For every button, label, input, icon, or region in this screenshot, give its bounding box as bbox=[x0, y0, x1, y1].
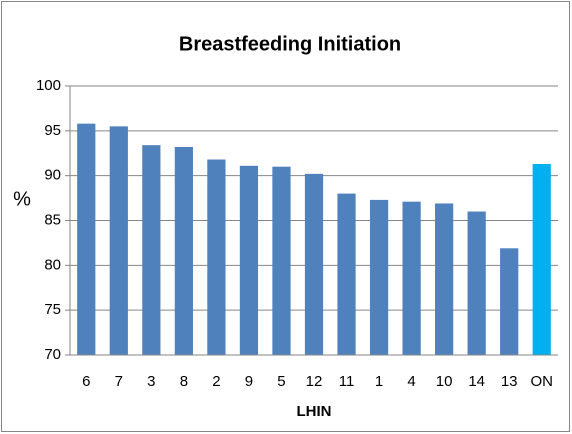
x-tick-label: 4 bbox=[407, 373, 415, 390]
y-axis-label: % bbox=[13, 188, 31, 210]
bar bbox=[272, 166, 291, 355]
y-tick-label: 70 bbox=[44, 346, 61, 363]
chart-title: Breastfeeding Initiation bbox=[179, 33, 401, 55]
bar bbox=[532, 164, 551, 355]
bar bbox=[239, 165, 259, 355]
bar bbox=[207, 159, 226, 355]
x-tick-label: 2 bbox=[212, 373, 220, 390]
x-tick-label: 14 bbox=[468, 373, 485, 390]
bar bbox=[467, 211, 486, 355]
x-tick-label: ON bbox=[530, 373, 553, 390]
bar bbox=[109, 126, 128, 355]
x-axis-label: LHIN bbox=[297, 403, 332, 420]
bar bbox=[304, 173, 324, 355]
x-tick-label: 8 bbox=[180, 373, 188, 390]
bar bbox=[369, 199, 389, 355]
x-tick-label: 6 bbox=[82, 373, 90, 390]
y-tick-label: 75 bbox=[44, 301, 61, 318]
y-tick-label: 100 bbox=[36, 77, 61, 94]
bar bbox=[337, 193, 356, 355]
x-tick-label: 1 bbox=[375, 373, 383, 390]
x-tick-label: 3 bbox=[147, 373, 155, 390]
x-tick-label: 7 bbox=[115, 373, 123, 390]
x-tick-label: 11 bbox=[339, 373, 355, 390]
x-tick-label: 9 bbox=[245, 373, 253, 390]
x-tick-label: 13 bbox=[501, 373, 518, 390]
bar bbox=[402, 201, 421, 355]
y-tick-label: 95 bbox=[44, 122, 61, 139]
bar bbox=[500, 248, 519, 355]
bar bbox=[435, 203, 454, 355]
x-tick-label: 12 bbox=[306, 373, 323, 390]
bar bbox=[77, 123, 96, 355]
x-tick-label: 10 bbox=[436, 373, 453, 390]
bar bbox=[142, 145, 161, 355]
x-tick-label: 5 bbox=[277, 373, 285, 390]
y-tick-label: 85 bbox=[44, 211, 61, 228]
y-tick-label: 90 bbox=[44, 167, 61, 184]
y-tick-label: 80 bbox=[44, 256, 61, 273]
bar bbox=[174, 146, 193, 355]
